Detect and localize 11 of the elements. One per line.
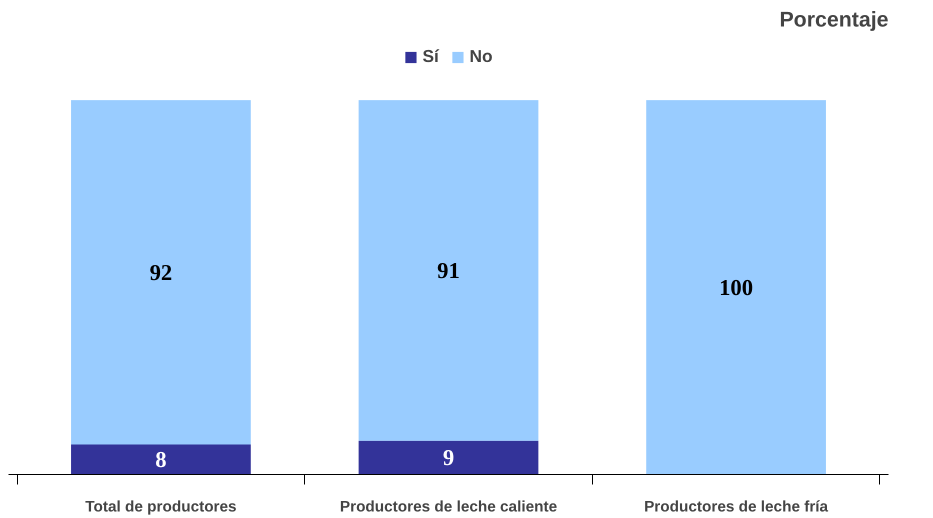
data-label: 91: [437, 258, 460, 283]
legend-label: Sí: [422, 46, 440, 67]
x-tick-label: Productores de leche fría: [644, 498, 829, 516]
data-label: 9: [442, 445, 454, 470]
legend-label: No: [469, 46, 493, 67]
data-label: 100: [719, 274, 754, 300]
data-label: 8: [155, 447, 167, 472]
x-tick-label: Total de productores: [85, 498, 237, 516]
x-tick-label: Productores de leche caliente: [340, 498, 558, 516]
chart-title: Porcentaje: [779, 8, 889, 32]
data-label: 92: [150, 260, 172, 285]
